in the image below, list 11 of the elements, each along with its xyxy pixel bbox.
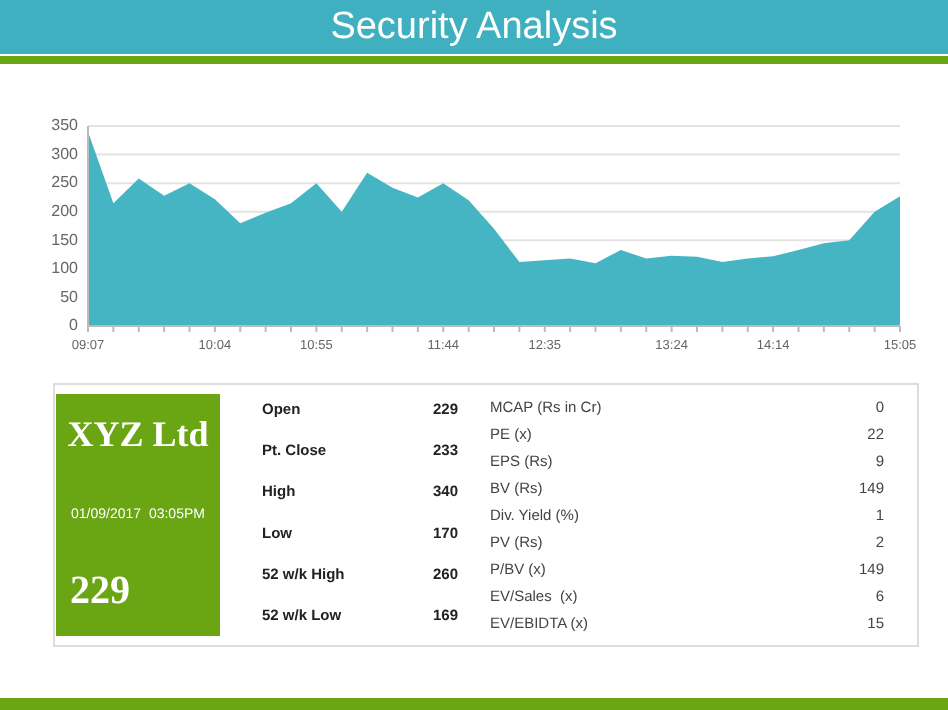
text: 229 — [70, 569, 130, 614]
y-tick-label: 0 — [69, 316, 80, 335]
text: XYZ Ltd — [67, 414, 209, 455]
y-tick-label: 250 — [51, 173, 80, 192]
y-tick-label: 50 — [60, 287, 80, 306]
chart-title: Security Analysis — [330, 6, 618, 49]
y-tick-label: 200 — [51, 201, 80, 220]
y-tick-label: 300 — [51, 144, 80, 163]
y-tick-label: 100 — [51, 259, 80, 278]
y-tick-label: 150 — [51, 230, 80, 249]
y-tick-label: 350 — [51, 116, 80, 135]
